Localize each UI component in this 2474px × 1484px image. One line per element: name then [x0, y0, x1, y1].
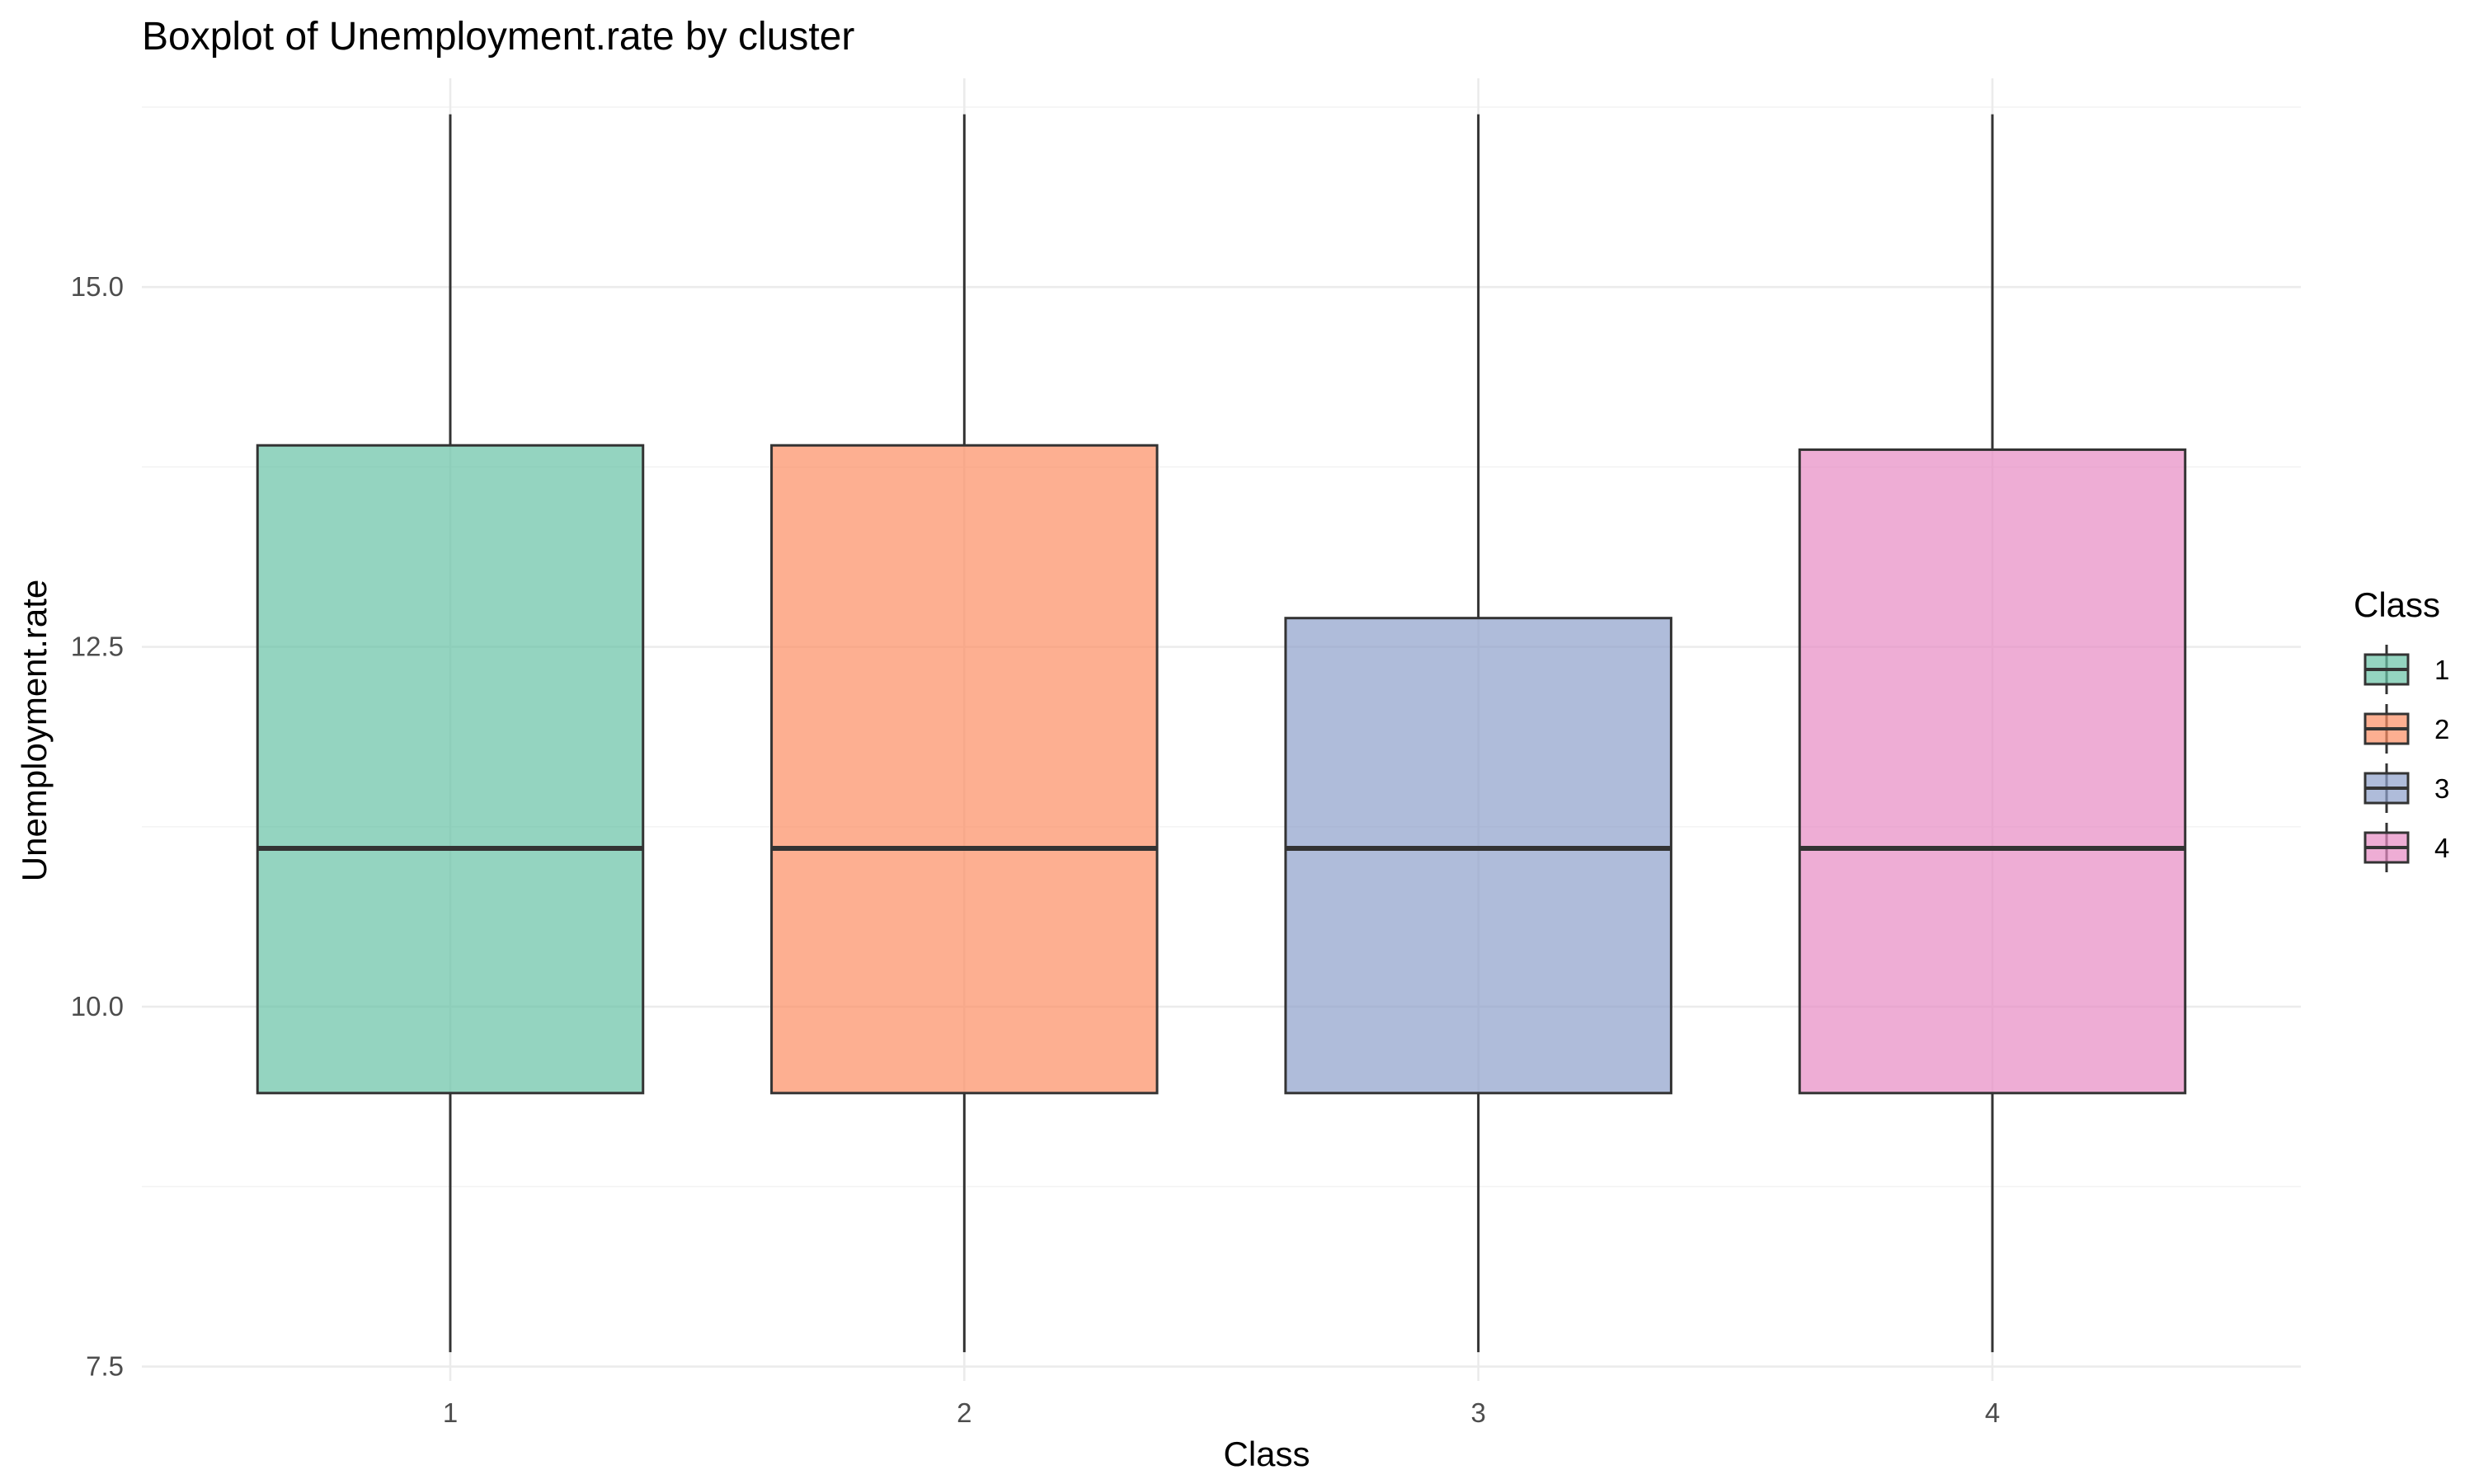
legend-label: 1 — [2434, 655, 2449, 685]
x-tick-label: 2 — [957, 1397, 971, 1428]
y-tick-label: 15.0 — [71, 271, 124, 302]
iqr-box — [1284, 617, 1672, 1095]
x-axis-title: Class — [1223, 1435, 1310, 1473]
x-tick-label: 1 — [443, 1397, 458, 1428]
iqr-box — [256, 444, 645, 1095]
y-tick-labels: 7.5 10.0 12.5 15.0 — [71, 271, 124, 1381]
y-tick-label: 7.5 — [86, 1351, 124, 1382]
box-4 — [1798, 114, 2187, 1353]
x-tick-label: 4 — [1985, 1397, 2000, 1428]
y-tick-label: 10.0 — [71, 991, 124, 1021]
box-1 — [256, 114, 645, 1353]
box-layer — [256, 114, 2187, 1353]
x-tick-labels: 1 2 3 4 — [443, 1397, 2000, 1428]
iqr-box — [770, 444, 1159, 1095]
legend-label: 4 — [2434, 833, 2449, 863]
legend-item-2: 2 — [2363, 704, 2449, 754]
y-axis-title: Unemployment.rate — [15, 580, 54, 882]
legend-label: 3 — [2434, 773, 2449, 804]
y-tick-label: 12.5 — [71, 632, 124, 662]
box-3 — [1284, 114, 1672, 1353]
chart-title: Boxplot of Unemployment.rate by cluster — [142, 15, 854, 59]
legend-item-3: 3 — [2363, 763, 2449, 813]
iqr-box — [1798, 448, 2187, 1095]
legend-label: 2 — [2434, 714, 2449, 744]
legend-item-1: 1 — [2363, 645, 2449, 694]
box-2 — [770, 114, 1159, 1353]
legend-item-4: 4 — [2363, 823, 2449, 872]
legend-title: Class — [2354, 585, 2440, 624]
x-tick-label: 3 — [1470, 1397, 1485, 1428]
legend: Class 1 2 3 4 — [2354, 585, 2449, 872]
